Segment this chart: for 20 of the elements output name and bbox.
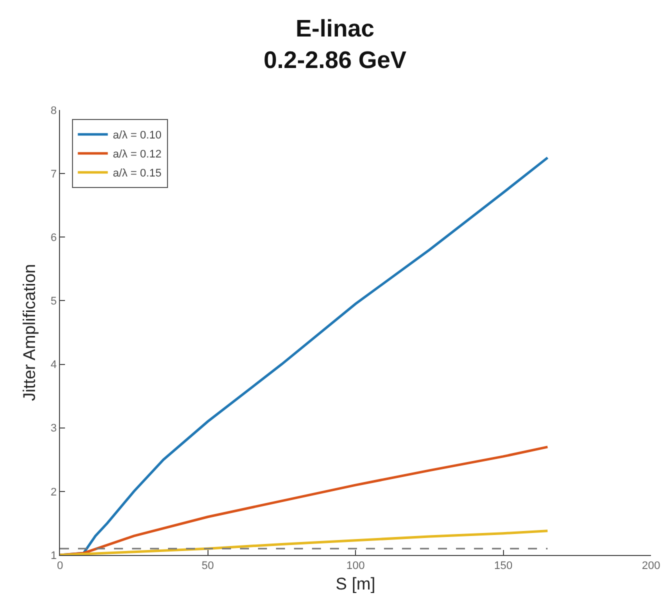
legend-label: a/λ = 0.10: [112, 130, 162, 142]
y-tick-label: 3: [50, 422, 57, 435]
chart-title: E-linac 0.2-2.86 GeV: [264, 16, 406, 74]
x-axis-title: S [m]: [336, 574, 376, 594]
x-tick-label: 200: [642, 560, 660, 572]
y-tick-label: 4: [50, 359, 57, 372]
y-tick-label: 5: [50, 296, 57, 308]
x-tick-label: 50: [202, 560, 214, 572]
x-tick-label: 0: [56, 560, 64, 572]
y-tick-label: 1: [50, 550, 57, 562]
legend-label: a/λ = 0.15: [112, 168, 162, 180]
x-tick-label: 100: [346, 560, 365, 572]
y-tick-label: 8: [50, 104, 57, 117]
y-axis-title: Jitter Amplification: [20, 264, 40, 401]
x-tick-label: 150: [494, 560, 512, 572]
y-tick-label: 7: [50, 168, 57, 180]
legend-label: a/λ = 0.12: [112, 148, 162, 161]
y-tick-label: 6: [50, 232, 57, 244]
line-series: [60, 530, 549, 555]
y-tick-label: 2: [50, 486, 57, 498]
